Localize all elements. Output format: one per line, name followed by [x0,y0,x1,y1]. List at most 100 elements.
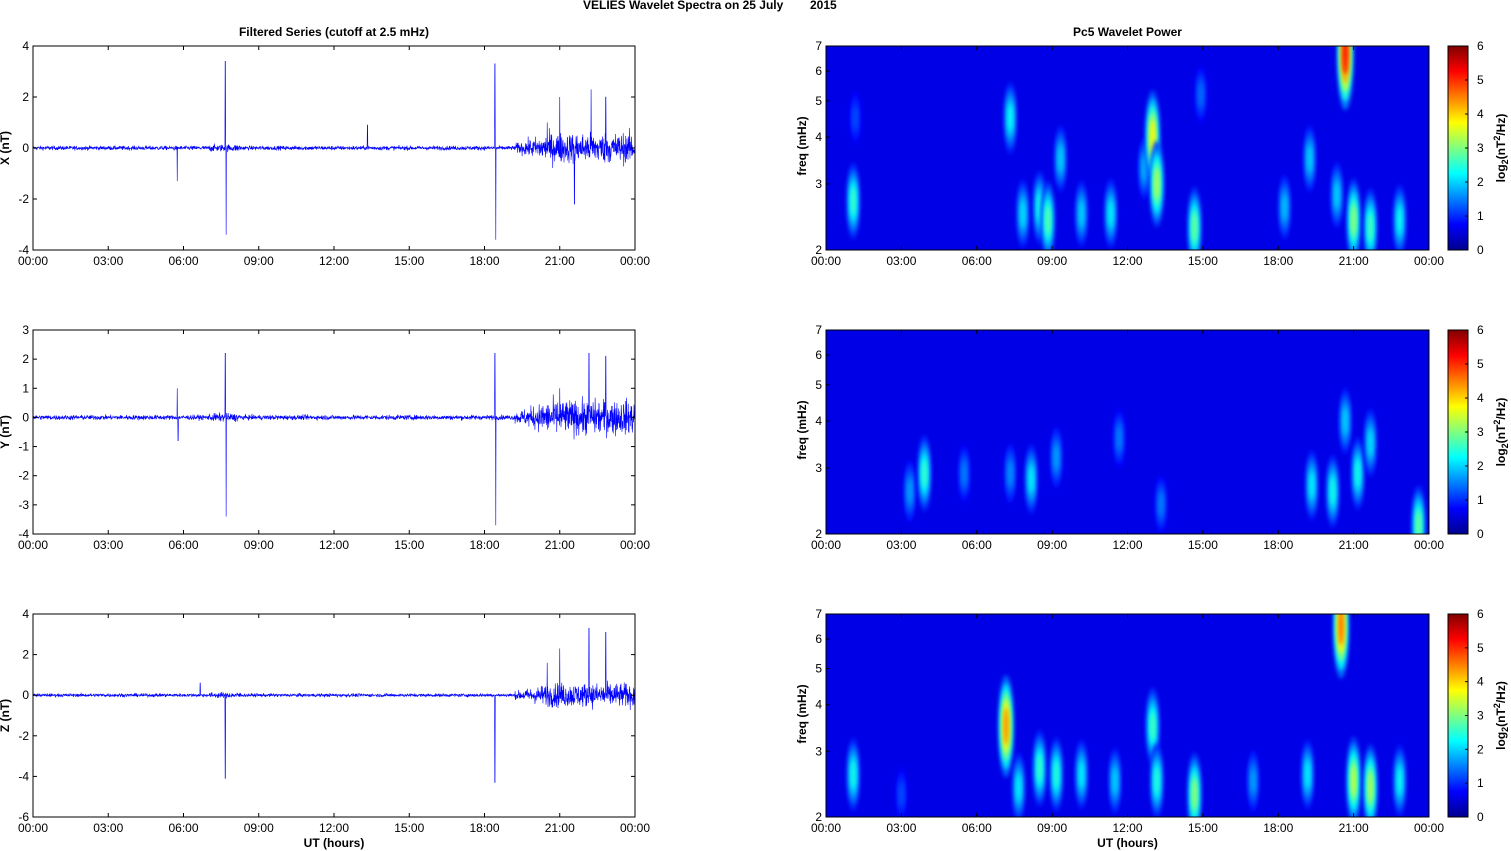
power-blob [1368,212,1373,242]
power-blob [1338,614,1344,646]
power-blob [1054,760,1059,789]
y-tick-label: 5 [815,94,822,108]
colorbar-tick-label: 3 [1477,141,1484,155]
power-blob [1416,511,1421,534]
colorbar-label-part: 2 [1492,420,1502,425]
x-tick-label: 06:00 [168,538,198,552]
power-blob [1309,472,1314,499]
y-tick-label: 2 [815,810,822,824]
colorbar-label-part: 2 [1492,136,1502,141]
colorbar-label-part: 2 [1492,703,1502,708]
colorbar-label-part: (nT [1494,708,1508,727]
colorbar-tick-label: 6 [1477,607,1484,621]
power-blob [853,107,858,129]
x-tick-label: 03:00 [93,821,123,835]
power-blob [1158,493,1164,516]
colorbar-label-part: /Hz) [1494,681,1508,703]
series-line-filtered-x [32,61,636,240]
power-blob [1058,146,1063,172]
y-tick-label: 3 [815,461,822,475]
x-tick-label: 21:00 [545,254,575,268]
x-tick-label: 18:00 [1263,538,1293,552]
x-tick-label: 15:00 [394,538,424,552]
x-axis-label: UT (hours) [1097,836,1158,850]
x-tick-label: 00:00 [18,254,48,268]
colorbar-label-part: 2 [1500,159,1510,164]
y-tick-label: 7 [815,39,822,53]
colorbar-label-part: log [1494,164,1508,182]
colorbar-label-part: (nT [1494,140,1508,159]
colorbar-tick-label: 2 [1477,459,1484,473]
y-tick-label: -6 [18,810,29,824]
panel-title: Pc5 Wavelet Power [1073,25,1182,39]
power-blob [1305,761,1310,788]
y-tick-label: -1 [18,440,29,454]
x-tick-label: 09:00 [244,821,274,835]
x-tick-label: 03:00 [93,538,123,552]
y-tick-label: 2 [22,90,29,104]
power-blob [1150,711,1155,741]
x-tick-label: 09:00 [1037,821,1067,835]
power-blob [1368,430,1373,456]
power-blob [1142,156,1147,181]
x-tick-label: 12:00 [319,254,349,268]
colorbar-label-part: (nT [1494,424,1508,443]
figure-title-year: 2015 [810,0,837,12]
y-tick-label: 6 [815,632,822,646]
y-tick-label: 4 [22,607,29,621]
x-tick-label: 00:00 [811,538,841,552]
power-blob [1192,212,1197,243]
y-tick-label: 3 [22,323,29,337]
colorbar-tick-label: 1 [1477,209,1484,223]
power-blob [1342,46,1348,75]
y-tick-label: -4 [18,769,29,783]
power-blob [1112,768,1118,794]
colorbar-tick-label: 2 [1477,742,1484,756]
colorbar-label-part: log [1494,732,1508,750]
power-blob [962,462,967,485]
y-tick-label: -2 [18,192,29,206]
y-axis-label: freq (mHz) [795,400,809,459]
y-tick-label: 0 [22,688,29,702]
colorbar-tick-label: 6 [1477,323,1484,337]
colorbar-label-part: 2 [1500,727,1510,732]
power-blob [1003,707,1009,746]
x-tick-label: 12:00 [1112,538,1142,552]
x-tick-label: 15:00 [394,254,424,268]
y-tick-label: 1 [22,381,29,395]
x-tick-label: 00:00 [1414,538,1444,552]
power-blob [1192,778,1197,810]
power-blob [1368,771,1373,804]
x-tick-label: 06:00 [962,254,992,268]
colorbar-tick-label: 3 [1477,709,1484,723]
power-blob [1282,195,1287,220]
colorbar-tick-label: 6 [1477,39,1484,53]
y-tick-label: 7 [815,323,822,337]
figure-title-main: VELIES Wavelet Spectra on 25 July [583,0,784,12]
power-blob [1351,764,1356,798]
power-blob [1108,200,1113,227]
x-tick-label: 00:00 [811,821,841,835]
power-blob [1054,445,1059,470]
x-tick-label: 15:00 [1188,254,1218,268]
power-blob [1045,205,1051,235]
power-blob [1008,462,1013,485]
y-axis-label: freq (mHz) [795,116,809,175]
power-blob [1079,761,1084,788]
x-tick-label: 09:00 [1037,254,1067,268]
x-tick-label: 00:00 [1414,254,1444,268]
x-tick-label: 18:00 [1263,821,1293,835]
y-tick-label: 4 [815,414,822,428]
power-blob [1037,193,1042,221]
panel-title: Filtered Series (cutoff at 2.5 mHz) [239,25,429,39]
x-tick-label: 03:00 [886,538,916,552]
y-tick-label: 2 [815,527,822,541]
heatmap-background [826,46,1429,250]
colorbar-label: log2(nT2/Hz) [1492,398,1510,467]
colorbar-tick-label: 1 [1477,776,1484,790]
colorbar-tick-label: 1 [1477,493,1484,507]
x-tick-label: 00:00 [811,254,841,268]
colorbar-label-part: /Hz) [1494,114,1508,136]
x-tick-label: 00:00 [1414,821,1444,835]
x-tick-label: 00:00 [620,538,650,552]
